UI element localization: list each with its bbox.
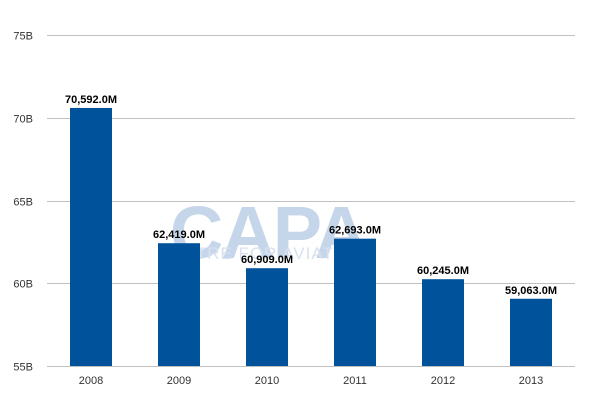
- data-label: 60,909.0M: [241, 254, 293, 266]
- x-tick-label: 2011: [343, 375, 367, 387]
- x-tick-label: 2009: [167, 375, 191, 387]
- data-label: 59,063.0M: [505, 285, 557, 297]
- y-tick-label: 55B: [13, 362, 33, 374]
- y-tick-label: 70B: [13, 114, 33, 126]
- bar: [246, 268, 288, 366]
- data-labels: 70,592.0M 62,419.0M 60,909.0M 62,693.0M 60,2…: [65, 94, 557, 297]
- bar: [510, 298, 552, 366]
- data-label: 70,592.0M: [65, 94, 117, 106]
- y-tick-label: 75B: [13, 31, 33, 43]
- data-label: 62,419.0M: [153, 229, 205, 241]
- bars: [70, 107, 552, 367]
- bar: [70, 107, 112, 367]
- data-label: 60,245.0M: [417, 265, 469, 277]
- gridlines: [47, 35, 575, 367]
- x-tick-label: 2013: [519, 375, 543, 387]
- y-tick-label: 65B: [13, 197, 33, 209]
- bar: [158, 243, 200, 366]
- bar: [422, 279, 464, 366]
- bar: [334, 238, 376, 366]
- x-tick-label: 2010: [255, 375, 279, 387]
- x-tick-label: 2012: [431, 375, 455, 387]
- x-tick-label: 2008: [79, 375, 103, 387]
- watermark-tagline: CENTRE FOR AVIATION: [157, 244, 367, 263]
- data-label: 62,693.0M: [329, 225, 381, 237]
- x-axis-tick-labels: 2008 2009 2010 2011 2012 2013: [79, 375, 543, 387]
- y-tick-label: 60B: [13, 279, 33, 291]
- y-axis-tick-labels: 55B 60B 65B 70B 75B: [13, 31, 33, 374]
